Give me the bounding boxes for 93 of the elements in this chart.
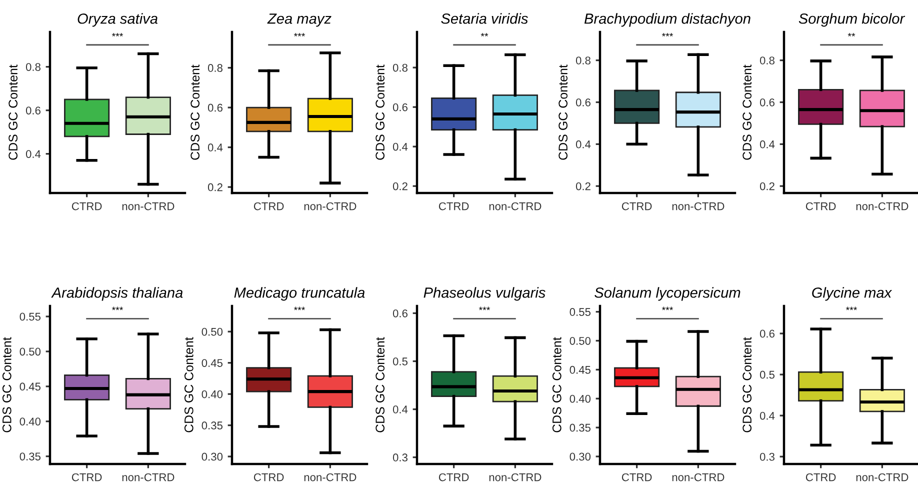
annotation: *** [662,32,674,36]
chart-title: Arabidopsis thaliana [51,287,183,301]
x-tick-label: non-CTRD [856,202,908,210]
y-axis-title: CDS GC Content [558,64,568,160]
y-tick-label: 0.6 [760,330,774,338]
y-tick-label: 0.6 [576,98,590,106]
y-tick-label: 0.4 [392,406,408,414]
y-tick-label: 0.8 [26,63,40,71]
y-tick-label: 0.35 [570,424,591,432]
y-axis-title: CDS GC Content [742,64,752,160]
chart-title: Glycine max [812,287,892,301]
y-tick-label: 0.30 [202,452,223,461]
x-tick-label: CTRD [72,202,102,210]
x-tick-label: non-CTRD [304,473,356,482]
y-axis-title: CDS GC Content [2,337,12,432]
annotation: ** [480,32,488,36]
y-tick-label: 0.3 [760,452,774,461]
y-tick-label: 0.50 [202,328,223,336]
y-tick-label: 0.4 [760,412,775,420]
y-tick-label: 0.6 [392,309,408,318]
y-tick-label: 0.35 [20,452,41,460]
y-tick-label: 0.4 [26,150,41,158]
annotation: *** [662,306,674,310]
x-tick-label: CTRD [438,202,469,210]
y-tick-label: 0.2 [760,182,774,190]
y-tick-label: 0.30 [570,452,591,461]
y-tick-label: 0.55 [20,312,41,321]
annotation: *** [112,306,124,310]
y-axis-title: CDS GC Content [376,64,384,160]
y-tick-label: 0.8 [576,56,590,64]
y-tick-label: 0.8 [760,56,774,64]
annotation: *** [294,32,306,36]
y-tick-label: 0.45 [570,366,591,374]
chart-title: Solanum lycopersicum [594,287,740,301]
x-tick-label: CTRD [72,473,102,482]
y-tick-label: 0.2 [576,182,590,190]
y-axis-title: CDS GC Content [190,64,200,160]
chart-title: Brachypodium distachyon [584,13,750,27]
y-tick-label: 0.8 [392,64,408,72]
x-tick-label: non-CTRD [672,202,724,210]
chart-title: Setaria viridis [441,13,528,24]
y-tick-label: 0.55 [570,308,591,316]
y-tick-label: 0.2 [392,182,408,190]
chart-title: Oryza sativa [78,13,158,27]
y-tick-label: 0.40 [570,394,591,403]
annotation: *** [112,32,124,36]
annotation: *** [294,306,306,310]
y-axis-title: CDS GC Content [742,337,752,432]
x-tick-label: CTRD [806,202,836,210]
y-tick-label: 0.45 [20,382,41,391]
chart-title: Medicago truncatula [234,287,365,301]
y-tick-label: 0.8 [208,64,222,72]
x-tick-label: non-CTRD [489,473,542,482]
y-tick-label: 0.50 [20,348,41,356]
y-tick-label: 0.6 [760,98,774,106]
y-tick-label: 0.45 [202,359,223,367]
x-tick-label: non-CTRD [856,473,908,482]
x-tick-label: CTRD [622,473,652,482]
y-tick-label: 0.3 [392,454,408,462]
x-tick-label: non-CTRD [122,202,174,210]
y-tick-label: 0.4 [760,140,775,148]
chart-title: Sorghum bicolor [798,13,906,27]
y-axis-title: CDS GC Content [376,337,384,432]
x-tick-label: CTRD [622,202,652,210]
y-tick-label: 0.6 [26,106,40,114]
annotation: ** [848,32,856,36]
y-tick-label: 0.40 [202,390,223,398]
x-tick-label: non-CTRD [672,473,724,482]
y-axis-title: CDS GC Content [552,337,562,432]
chart-title: Zea mayz [267,14,332,27]
y-tick-label: 0.5 [760,370,775,379]
x-tick-label: non-CTRD [304,202,356,210]
x-tick-label: non-CTRD [122,473,174,482]
x-tick-label: CTRD [254,473,284,482]
y-tick-label: 0.2 [208,183,222,192]
y-axis-title: CDS GC Content [8,64,18,160]
x-tick-label: non-CTRD [489,202,542,210]
y-tick-label: 0.4 [208,144,223,152]
y-tick-label: 0.6 [392,103,408,112]
annotation: *** [478,306,490,310]
y-tick-label: 0.4 [392,142,408,151]
y-tick-label: 0.50 [570,336,591,345]
y-tick-label: 0.40 [20,418,41,426]
y-tick-label: 0.6 [208,104,222,112]
y-tick-label: 0.35 [202,422,223,430]
annotation: *** [846,306,858,310]
y-axis-title: CDS GC Content [184,337,194,432]
x-tick-label: CTRD [254,202,284,210]
y-tick-label: 0.5 [392,357,408,366]
y-tick-label: 0.4 [576,140,591,148]
chart-title: Phaseolus vulgaris [424,287,546,301]
x-tick-label: CTRD [806,473,836,482]
x-tick-label: CTRD [438,473,469,482]
